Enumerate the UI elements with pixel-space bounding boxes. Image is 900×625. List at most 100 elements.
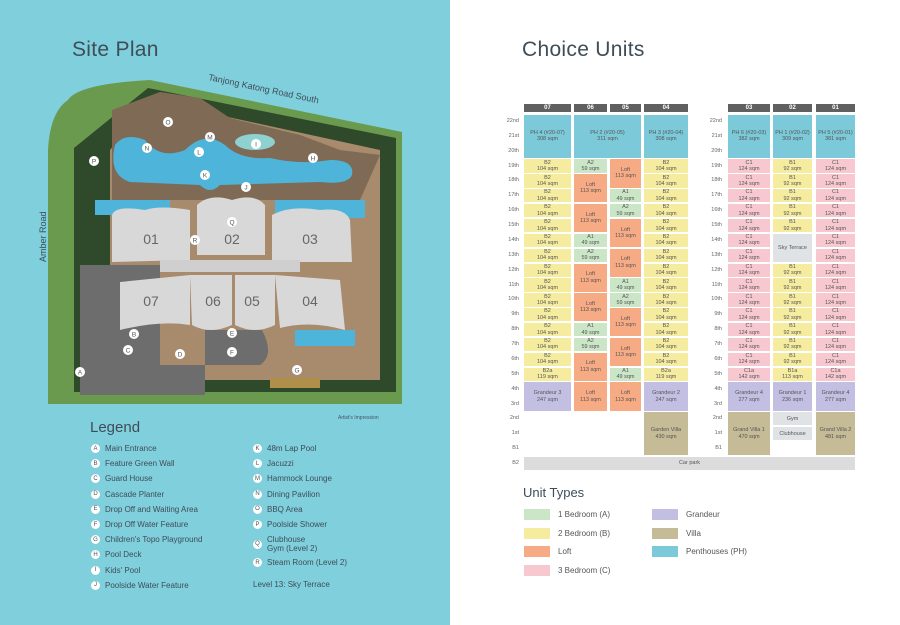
unit-name: C1 xyxy=(745,338,753,345)
unit-name: B1 xyxy=(789,278,796,285)
legend-label: Drop Off and Waiting Area xyxy=(105,504,198,514)
column-header-06: 06 xyxy=(574,104,607,112)
map-marker-label: R xyxy=(193,237,198,244)
unit-size: 124 sqm xyxy=(738,255,760,262)
unit-size: 124 sqm xyxy=(824,210,847,217)
unit-size: 92 sqm xyxy=(783,314,802,321)
map-marker-label: D xyxy=(178,351,183,358)
unit-cell: B1 92 sqm xyxy=(773,174,812,188)
legend-item: O BBQ Area xyxy=(253,504,303,514)
unit-size: 113 sqm xyxy=(615,396,636,403)
legend-marker: B xyxy=(91,459,100,469)
unit-size: 124 sqm xyxy=(824,359,847,366)
unit-cell: B2 104 sqm xyxy=(524,248,571,262)
unit-name: B2 xyxy=(544,308,551,315)
floor-label: 12th xyxy=(508,266,519,273)
unit-cell: C1 124 sqm xyxy=(816,248,855,262)
unit-cell: C1 124 sqm xyxy=(728,174,770,188)
unit-name: B1a xyxy=(787,367,798,374)
map-marker-i xyxy=(251,139,261,149)
unit-cell: C1 124 sqm xyxy=(728,322,770,337)
floor-label-right: 13th xyxy=(711,251,722,258)
unit-name: B2 xyxy=(662,234,670,241)
map-marker-c xyxy=(123,345,133,355)
map-marker-j xyxy=(241,182,251,192)
unit-cell: C1 124 sqm xyxy=(728,204,770,218)
unit-name: Loft xyxy=(620,390,631,397)
legend-marker: N xyxy=(253,489,262,499)
unit-name: B1 xyxy=(789,323,796,330)
legend-label: Clubhouse Gym (Level 2) xyxy=(267,535,318,554)
unit-size: 104 sqm xyxy=(536,180,559,187)
unit-size: 104 sqm xyxy=(655,225,677,232)
floor-label: 13th xyxy=(508,251,519,258)
legend-item: N Dining Pavilion xyxy=(253,489,320,499)
map-marker-label: K xyxy=(203,172,208,179)
unit-cell: A1 49 sqm xyxy=(610,278,641,292)
unit-name: B1 xyxy=(789,189,796,196)
floor-label-right: 1st xyxy=(714,430,722,437)
unit-size: 104 sqm xyxy=(655,210,677,217)
unit-type-swatch xyxy=(524,546,550,558)
legend-label: Drop Off Water Feature xyxy=(105,520,189,529)
unit-cell: A1 49 sqm xyxy=(610,367,641,381)
unit-cell: C1 124 sqm xyxy=(728,189,770,203)
unit-size: 247 sqm xyxy=(655,396,677,403)
unit-size: 124 sqm xyxy=(824,195,847,202)
unit-size: 308 sqm xyxy=(655,136,677,143)
unit-size: 92 sqm xyxy=(783,195,802,202)
site-plan-title: Site Plan xyxy=(72,38,159,61)
floor-label: 3rd xyxy=(511,400,519,407)
unit-size: 59 sqm xyxy=(581,255,600,262)
unit-size: 104 sqm xyxy=(655,299,677,306)
unit-cell: Loft 113 sqm xyxy=(574,263,607,292)
floor-label: B1 xyxy=(512,445,519,452)
unit-size: 382 sqm xyxy=(738,136,760,143)
legend-item: C Guard House xyxy=(91,474,153,484)
legend-label: Hammock Lounge xyxy=(267,474,332,484)
unit-name: PH 5 (#20-01) xyxy=(818,129,853,136)
unit-name: A2 xyxy=(587,338,594,345)
unit-name: C1 xyxy=(831,189,840,196)
legend-item: J Poolside Water Feature xyxy=(91,580,189,590)
column-header-01: 01 xyxy=(816,104,855,112)
car-park: Car park xyxy=(524,456,855,471)
floor-label: 4th xyxy=(511,385,519,392)
unit-size: 104 sqm xyxy=(536,329,559,336)
block-06: 06 xyxy=(205,293,221,309)
unit-name: B2 xyxy=(662,248,670,255)
unit-cell: A2 59 sqm xyxy=(610,204,641,218)
unit-size: 124 sqm xyxy=(824,225,847,232)
unit-type-swatch xyxy=(652,509,678,520)
unit-type-item: 2 Bedroom (B) xyxy=(524,527,610,539)
unit-type-swatch xyxy=(524,509,550,520)
unit-cell: B2 104 sqm xyxy=(524,263,571,277)
unit-name: Car park xyxy=(678,460,701,467)
unit-type-item: 1 Bedroom (A) xyxy=(524,509,610,520)
unit-name: C1 xyxy=(745,353,753,360)
floor-label: 2nd xyxy=(509,415,519,422)
unit-cell: B2 104 sqm xyxy=(524,233,571,248)
map-marker-e xyxy=(227,328,237,338)
map-marker-label: C xyxy=(126,347,131,354)
block-03: 03 xyxy=(302,231,318,247)
unit-cell: B2 104 sqm xyxy=(644,189,688,203)
unit-size: 124 sqm xyxy=(824,270,847,277)
unit-name: A1 xyxy=(587,323,594,330)
legend-label: 48m Lap Pool xyxy=(267,444,317,453)
unit-size: 381 sqm xyxy=(824,136,847,143)
unit-size: 113 sqm xyxy=(580,307,601,314)
map-marker-label: O xyxy=(165,119,170,126)
map-marker-label: G xyxy=(294,367,299,374)
floor-label-right: 16th xyxy=(711,207,722,214)
legend-marker: E xyxy=(91,504,100,514)
unit-cell: B2 104 sqm xyxy=(644,322,688,337)
unit-name: B2 xyxy=(544,219,551,226)
unit-size: 124 sqm xyxy=(738,195,760,202)
unit-cell: Clubhouse xyxy=(773,427,812,441)
unit-name: C1 xyxy=(831,278,840,285)
unit-name: C1 xyxy=(745,278,753,285)
unit-size: 142 sqm xyxy=(824,374,847,381)
floor-label-right: 6th xyxy=(714,355,722,362)
